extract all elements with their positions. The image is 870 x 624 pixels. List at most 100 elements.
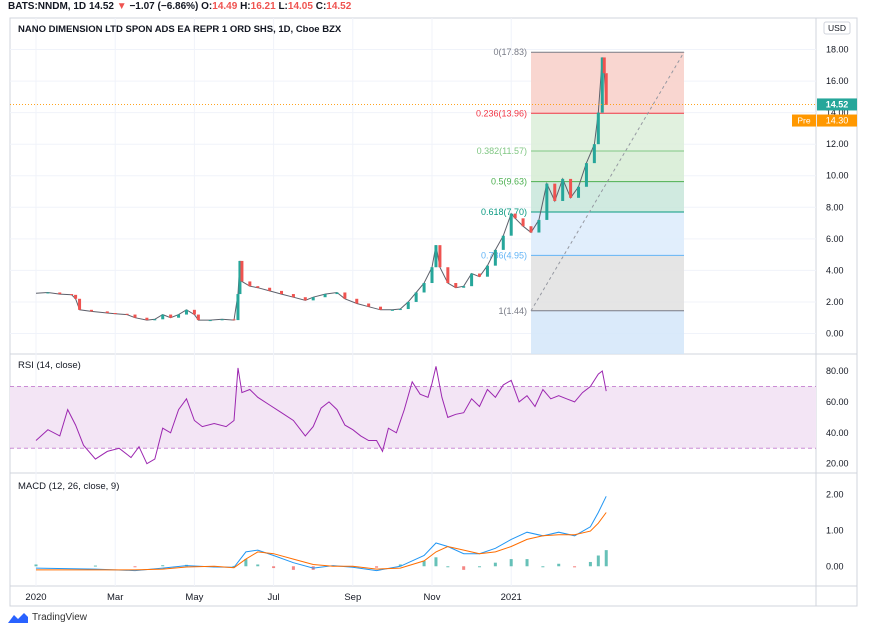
- price-candle: [323, 294, 327, 298]
- price-candle: [177, 314, 181, 318]
- price-candle: [311, 297, 315, 301]
- price-candle: [529, 226, 533, 233]
- close-label: C:: [315, 1, 327, 12]
- price-candle: [248, 281, 252, 287]
- price-candle: [303, 297, 307, 301]
- macd-histogram-bar: [525, 559, 529, 567]
- fib-level-label: 1(1.44): [498, 306, 527, 316]
- macd-histogram-bar: [232, 565, 236, 567]
- macd-histogram-bar: [375, 566, 379, 568]
- price-candle: [584, 163, 588, 187]
- price-candle: [70, 294, 74, 296]
- price-candle: [145, 317, 149, 321]
- price-tick-label: 2.00: [826, 297, 844, 307]
- chart-title: NANO DIMENSION LTD SPON ADS EA REPR 1 OR…: [18, 24, 342, 35]
- macd-histogram-bar: [557, 563, 561, 567]
- price-candle: [291, 294, 295, 298]
- price-change: −1.07 (−6.86%): [129, 1, 199, 12]
- price-candle: [355, 298, 359, 304]
- macd-histogram-bar: [446, 566, 450, 568]
- price-candle: [478, 273, 482, 277]
- price-candle: [192, 309, 196, 315]
- price-candle: [105, 311, 109, 313]
- time-tick-label: Sep: [344, 592, 361, 603]
- macd-title: MACD (12, 26, close, 9): [18, 481, 119, 492]
- price-candle: [493, 249, 497, 266]
- symbol-header: BATS:NNDM, 1D 14.52 ▼ −1.07 (−6.86%) O:1…: [8, 1, 351, 13]
- fibonacci-retracement[interactable]: 0(17.83) 0.236(13.96) 0.382(11.57) 0.5(9.63…: [476, 47, 685, 354]
- price-candle: [238, 260, 242, 295]
- time-tick-label: Nov: [424, 592, 441, 603]
- price-candle: [485, 265, 489, 277]
- time-tick-label: Mar: [107, 592, 123, 603]
- macd-histogram-bar: [272, 566, 276, 569]
- price-candle: [430, 267, 434, 284]
- price-candle: [470, 273, 474, 287]
- macd-histogram-bar: [588, 561, 592, 567]
- price-candle: [208, 320, 212, 322]
- macd-tick-label: 1.00: [826, 525, 844, 535]
- macd-histogram-bar: [509, 559, 513, 567]
- macd-histogram-bar: [133, 566, 137, 568]
- macd-pane: 0.00 1.00 2.00: [34, 490, 844, 571]
- fib-level-label: 0(17.83): [493, 47, 527, 57]
- currency-badge[interactable]: [823, 21, 851, 35]
- price-candle: [600, 57, 604, 113]
- price-candle: [74, 294, 78, 299]
- price-candle: [58, 292, 62, 295]
- tradingview-icon: [8, 612, 28, 623]
- fib-level-label: 0.382(11.57): [477, 146, 527, 156]
- price-candle: [434, 245, 438, 268]
- price-candle: [367, 303, 371, 307]
- price-tick-label: 4.00: [826, 265, 844, 275]
- rsi-tick-label: 60.00: [826, 397, 849, 407]
- price-tick-label: 10.00: [826, 171, 849, 181]
- price-candle: [592, 144, 596, 164]
- low-label: L:: [278, 1, 288, 12]
- macd-histogram-bar: [422, 560, 426, 567]
- time-tick-label: May: [185, 592, 203, 603]
- price-candle: [46, 292, 50, 294]
- macd-histogram-bar: [398, 564, 402, 567]
- time-axis[interactable]: 2020 Mar May Jul Sep Nov 2021: [25, 592, 521, 603]
- macd-histogram-bar: [493, 562, 497, 567]
- price-candle: [577, 186, 581, 198]
- price-candle: [596, 112, 600, 145]
- rsi-pane: 20.00 40.00 60.00 80.00: [10, 366, 849, 469]
- price-candle: [89, 309, 93, 312]
- fib-trend-line: [530, 51, 685, 312]
- time-tick-label: 2021: [501, 592, 522, 603]
- price-candle: [438, 245, 442, 268]
- macd-histogram-bar: [434, 557, 438, 567]
- price-tick-label: 12.00: [826, 139, 849, 149]
- price-candle: [268, 287, 272, 291]
- fib-zone: [531, 212, 684, 256]
- price-candle: [236, 294, 240, 321]
- price-axis[interactable]: 0.00 2.00 4.00 6.00 8.00 10.00 12.00 14.00 16.00…: [792, 45, 857, 339]
- macd-histogram-bar: [256, 564, 260, 567]
- time-tick-label: 2020: [25, 592, 46, 603]
- macd-histogram-bar: [596, 555, 600, 567]
- macd-histogram-bar: [478, 566, 482, 568]
- rsi-tick-label: 80.00: [826, 366, 849, 376]
- price-tick-label: 14.00: [826, 108, 849, 118]
- macd-histogram-bar: [462, 566, 466, 570]
- open-label: O:: [201, 1, 213, 12]
- price-candle: [78, 298, 82, 310]
- price-tick-label: 8.00: [826, 202, 844, 212]
- price-candle: [113, 312, 117, 314]
- price-candle: [256, 286, 260, 288]
- price-candle: [196, 314, 200, 321]
- fib-zone: [531, 255, 684, 311]
- price-candle: [446, 267, 450, 284]
- price-candle: [343, 292, 347, 299]
- price-candle: [240, 260, 244, 282]
- price-candle: [161, 314, 165, 320]
- tradingview-logo[interactable]: TradingView: [8, 612, 87, 623]
- price-series: [10, 57, 816, 322]
- price-candle: [169, 314, 173, 318]
- grid-lines: [10, 18, 816, 586]
- high-value: 16.21: [250, 1, 276, 12]
- macd-histogram-bar: [34, 564, 38, 567]
